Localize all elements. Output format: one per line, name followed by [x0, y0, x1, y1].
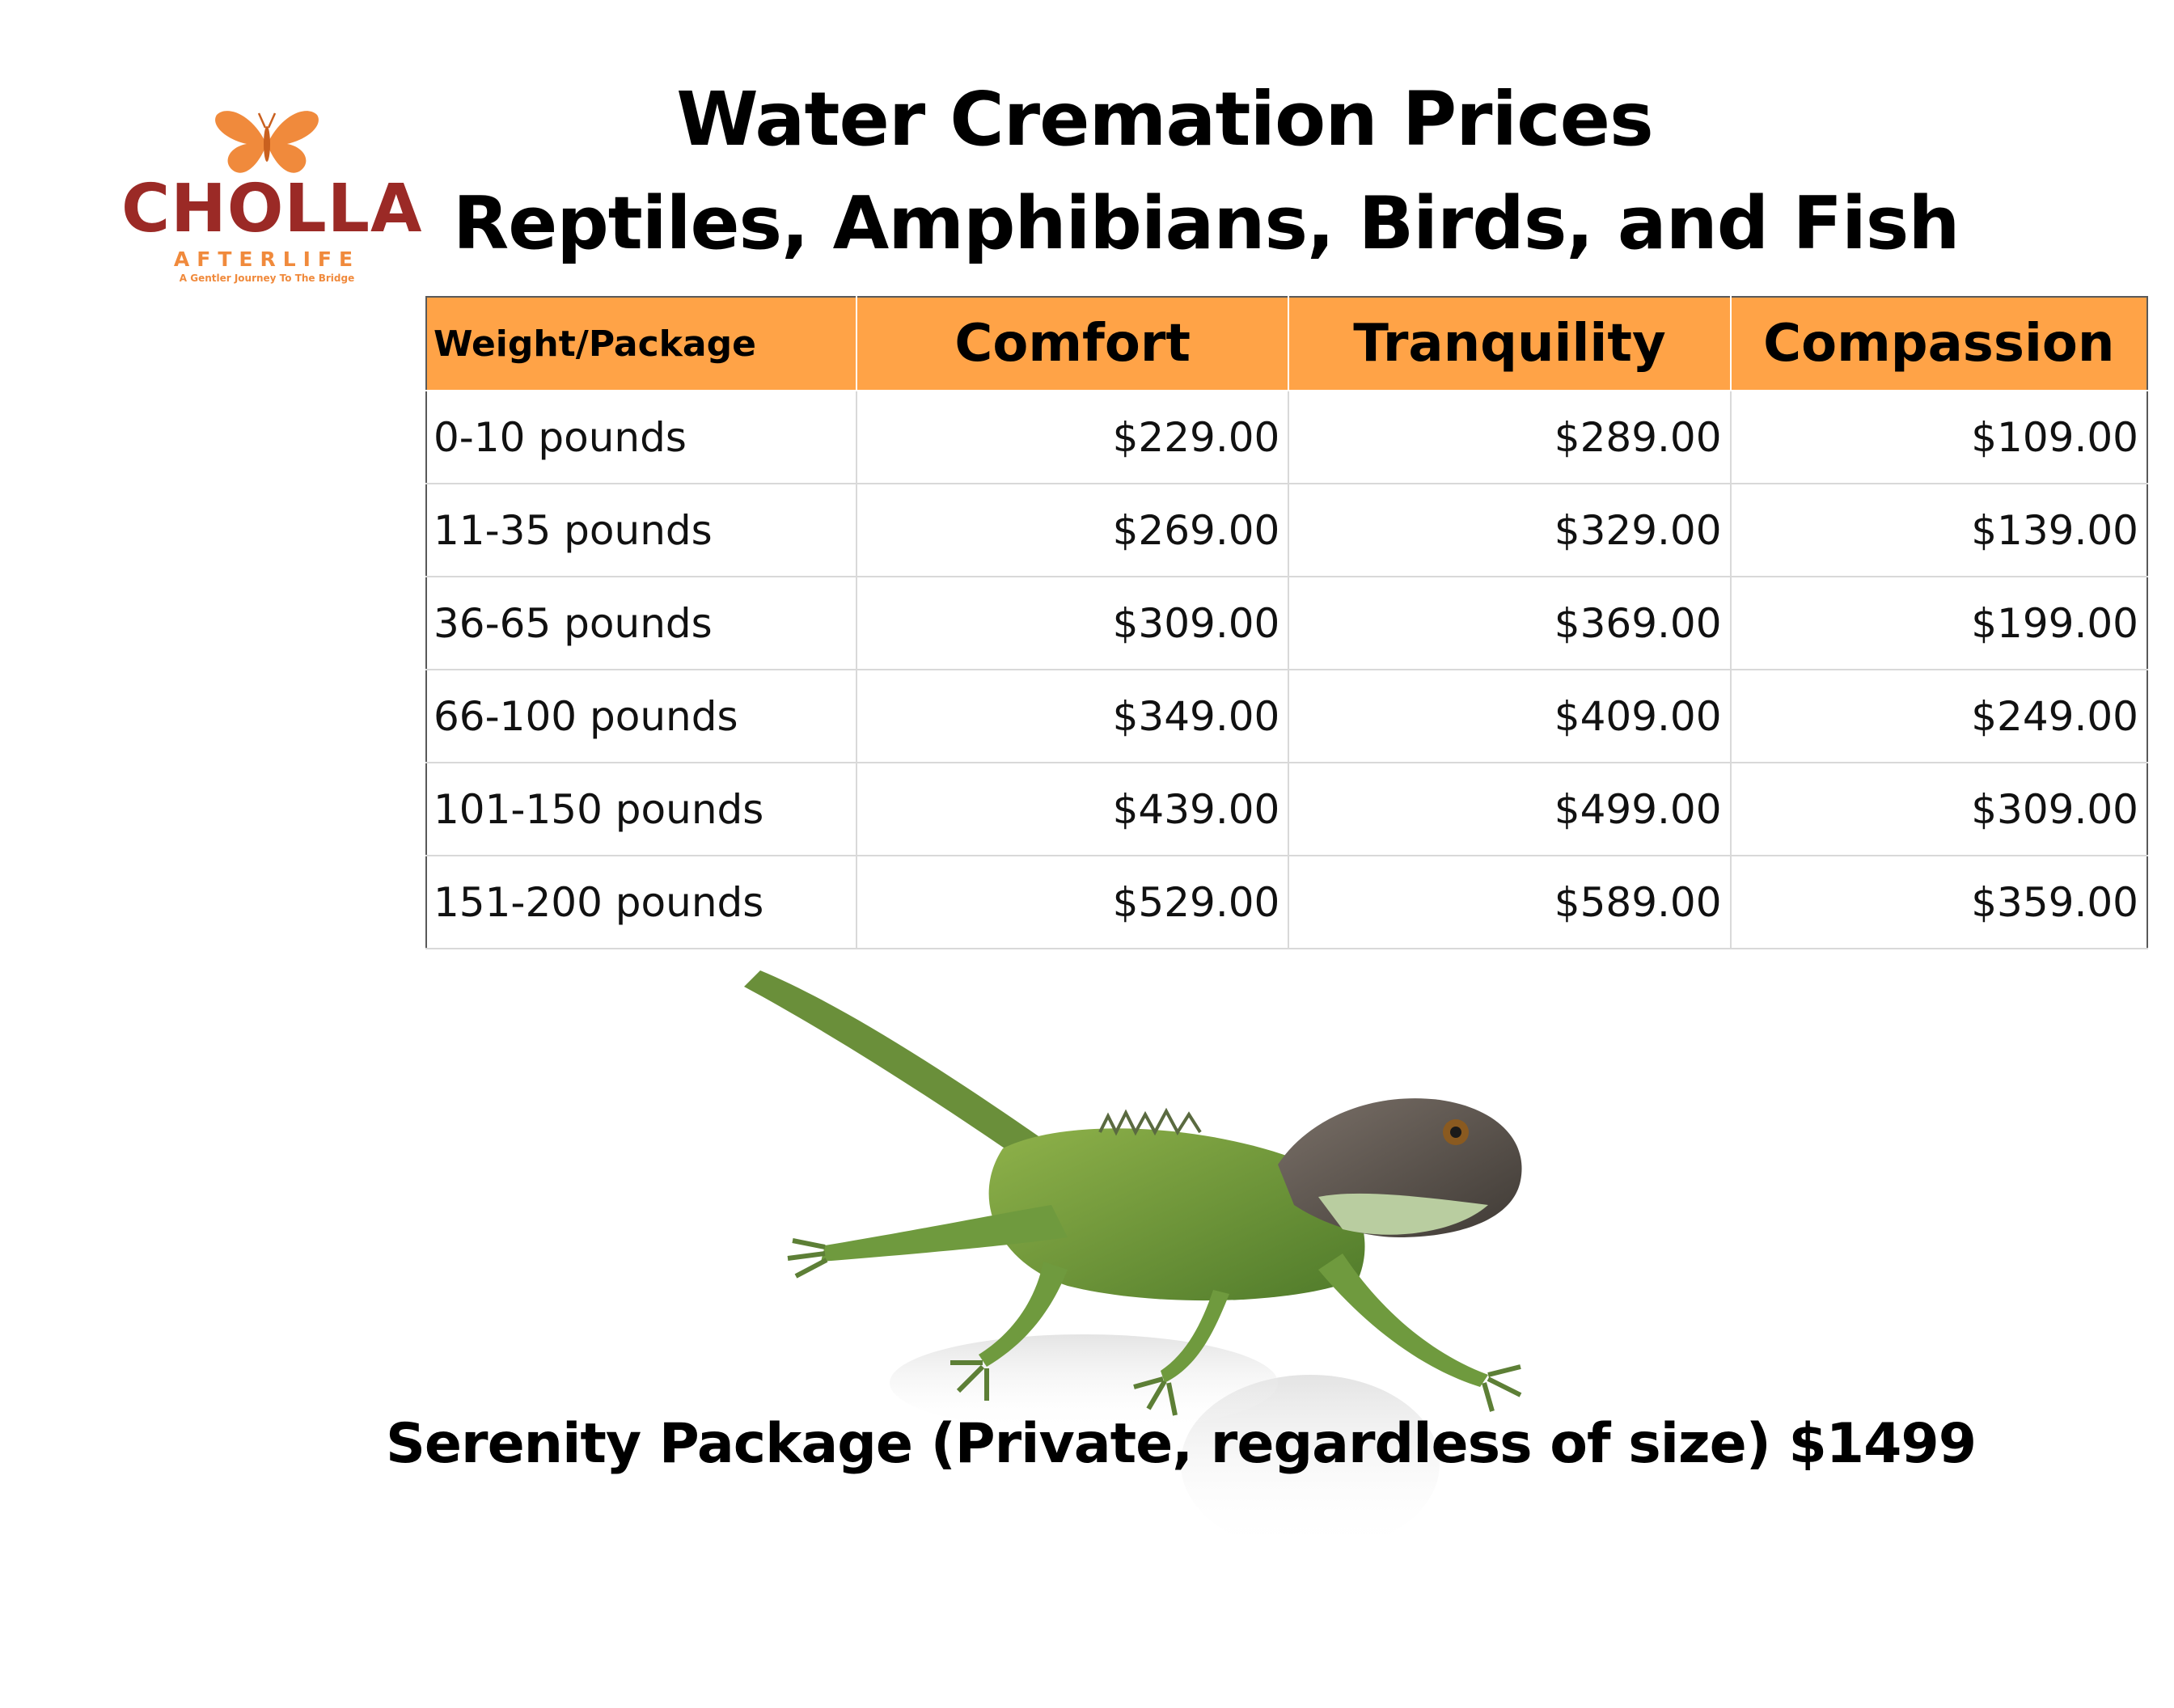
price-table: Weight/Package Comfort Tranquility Compa…: [425, 296, 2149, 949]
brand-subtitle: AFTERLIFE: [173, 247, 361, 271]
brand-name: CHOLLA: [121, 171, 423, 247]
iguana-photo: [744, 970, 1522, 1553]
butterfly-icon: [215, 111, 319, 173]
column-header-weight: Weight/Package: [425, 296, 857, 391]
page-title: Water Cremation Prices: [676, 76, 1654, 163]
compassion-price-cell: $249.00: [1729, 669, 2149, 763]
compassion-price-cell: $199.00: [1729, 576, 2149, 670]
weight-cell: 66-100 pounds: [425, 669, 857, 763]
table-row: 0-10 pounds $229.00 $289.00 $109.00: [425, 390, 2149, 484]
weight-cell: 36-65 pounds: [425, 576, 857, 670]
tranquility-price-cell: $409.00: [1288, 669, 1732, 763]
comfort-price-cell: $529.00: [855, 855, 1290, 949]
tranquility-price-cell: $589.00: [1288, 855, 1732, 949]
tranquility-price-cell: $289.00: [1288, 390, 1732, 484]
brand-tagline: A Gentler Journey To The Bridge: [179, 273, 355, 284]
column-header-comfort: Comfort: [855, 296, 1290, 391]
compassion-price-cell: $139.00: [1729, 483, 2149, 577]
table-row: 101-150 pounds $439.00 $499.00 $309.00: [425, 762, 2149, 856]
table-row: 151-200 pounds $529.00 $589.00 $359.00: [425, 855, 2149, 949]
table-row: 66-100 pounds $349.00 $409.00 $249.00: [425, 669, 2149, 763]
weight-cell: 11-35 pounds: [425, 483, 857, 577]
comfort-price-cell: $229.00: [855, 390, 1290, 484]
brand-logo: CHOLLA AFTERLIFE A Gentler Journey To Th…: [121, 105, 423, 291]
table-row: 36-65 pounds $309.00 $369.00 $199.00: [425, 576, 2149, 670]
weight-cell: 0-10 pounds: [425, 390, 857, 484]
comfort-price-cell: $309.00: [855, 576, 1290, 670]
column-header-tranquility: Tranquility: [1288, 296, 1732, 391]
compassion-price-cell: $109.00: [1729, 390, 2149, 484]
column-header-compassion: Compassion: [1729, 296, 2149, 391]
tranquility-price-cell: $499.00: [1288, 762, 1732, 856]
tranquility-price-cell: $329.00: [1288, 483, 1732, 577]
compassion-price-cell: $359.00: [1729, 855, 2149, 949]
weight-cell: 101-150 pounds: [425, 762, 857, 856]
serenity-package-note: Serenity Package (Private, regardless of…: [385, 1412, 1977, 1476]
comfort-price-cell: $269.00: [855, 483, 1290, 577]
compassion-price-cell: $309.00: [1729, 762, 2149, 856]
table-row: 11-35 pounds $269.00 $329.00 $139.00: [425, 483, 2149, 577]
tranquility-price-cell: $369.00: [1288, 576, 1732, 670]
comfort-price-cell: $349.00: [855, 669, 1290, 763]
comfort-price-cell: $439.00: [855, 762, 1290, 856]
page-subtitle: Reptiles, Amphibians, Birds, and Fish: [453, 181, 1960, 266]
table-header-row: Weight/Package Comfort Tranquility Compa…: [425, 296, 2149, 391]
weight-cell: 151-200 pounds: [425, 855, 857, 949]
